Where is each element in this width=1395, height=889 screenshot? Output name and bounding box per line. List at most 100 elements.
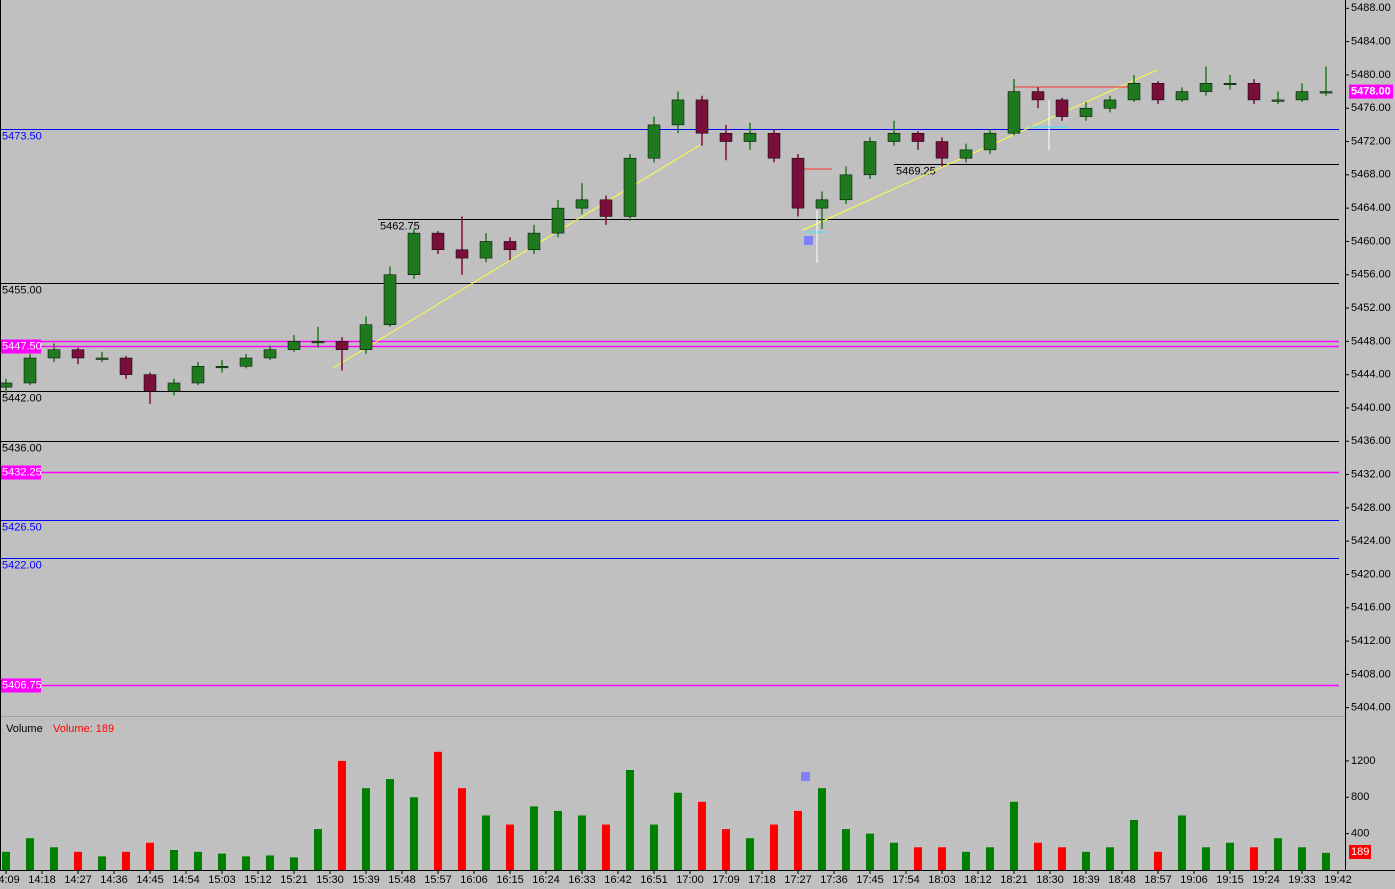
candle-body — [815, 199, 829, 209]
x-tick-label: 17:27 — [784, 874, 812, 886]
y-tick-label: 5472.00 — [1351, 135, 1391, 147]
candle-body — [551, 207, 565, 234]
x-tick-label: 15:48 — [388, 874, 416, 886]
candle-body — [647, 124, 661, 159]
level-tag — [1, 465, 41, 480]
x-tick-label: 15:39 — [352, 874, 380, 886]
candle-body — [527, 232, 541, 251]
price-tag-label: 5478.00 — [1351, 85, 1391, 97]
volume-bar — [1106, 847, 1114, 870]
level-label: 5455.00 — [2, 284, 42, 296]
y-tick-label: 5448.00 — [1351, 335, 1391, 347]
volume-bar — [194, 851, 202, 870]
candle-body — [23, 357, 37, 384]
level-label: 5473.50 — [2, 130, 42, 142]
volume-bar — [698, 801, 706, 870]
volume-bar — [26, 838, 34, 870]
y-tick-label: 5460.00 — [1351, 235, 1391, 247]
x-tick-label: 15:57 — [424, 874, 452, 886]
volume-bar — [50, 847, 58, 870]
volume-bar — [770, 824, 778, 870]
candle-body — [887, 132, 901, 142]
y-tick-label: 5488.00 — [1351, 2, 1391, 14]
candle-body — [935, 141, 949, 159]
candle-body — [1319, 91, 1333, 94]
volume-bar — [866, 833, 874, 870]
candle-body — [1055, 99, 1069, 117]
candle-body — [359, 324, 373, 350]
candle-body — [407, 232, 421, 275]
y-tick-label: 5424.00 — [1351, 535, 1391, 547]
volume-bar — [98, 856, 106, 870]
y-tick-label: 5440.00 — [1351, 402, 1391, 414]
x-tick-label: 18:39 — [1072, 874, 1100, 886]
candle-body — [215, 366, 229, 369]
candle-body — [71, 349, 85, 359]
volume-bar — [242, 856, 250, 870]
candle-body — [863, 141, 877, 176]
volume-bar — [578, 815, 586, 870]
volume-bar — [1034, 842, 1042, 870]
volume-tag — [1349, 845, 1371, 859]
volume-bar — [74, 851, 82, 870]
x-tick-label: 14:09 — [0, 874, 20, 886]
volume-legend: Volume: 189 — [53, 723, 114, 735]
candle-body — [1031, 91, 1045, 101]
candle-body — [719, 132, 733, 142]
volume-bar — [986, 847, 994, 870]
volume-bar — [482, 815, 490, 870]
marker — [804, 236, 813, 245]
candle-body — [167, 382, 181, 392]
candle-body — [503, 241, 517, 251]
x-tick-label: 16:33 — [568, 874, 596, 886]
level-label: 5462.75 — [380, 220, 420, 232]
x-tick-label: 16:24 — [532, 874, 560, 886]
y-tick-label: 5444.00 — [1351, 369, 1391, 381]
candle-body — [143, 374, 157, 392]
volume-bar — [794, 810, 802, 870]
y-tick-label: 5468.00 — [1351, 169, 1391, 181]
volume-bar — [1226, 842, 1234, 870]
x-tick-label: 19:06 — [1180, 874, 1208, 886]
candle-body — [311, 341, 325, 344]
volume-bar — [1130, 820, 1138, 870]
y-tick-label: 1200 — [1351, 755, 1375, 767]
volume-bar — [962, 851, 970, 870]
y-tick-label: 5456.00 — [1351, 269, 1391, 281]
candle-body — [191, 366, 205, 384]
volume-bar — [938, 847, 946, 870]
x-tick-label: 16:15 — [496, 874, 524, 886]
x-tick-label: 18:57 — [1144, 874, 1172, 886]
x-tick-label: 18:48 — [1108, 874, 1136, 886]
candle-body — [1199, 83, 1213, 92]
candle-body — [0, 382, 13, 388]
level-label: 5406.75 — [2, 679, 42, 691]
x-tick-label: 15:12 — [244, 874, 272, 886]
volume-bar — [506, 824, 514, 870]
y-tick-label: 5484.00 — [1351, 36, 1391, 48]
x-tick-label: 17:09 — [712, 874, 740, 886]
level-label: 5436.00 — [2, 442, 42, 454]
y-tick-label: 5428.00 — [1351, 502, 1391, 514]
candle-body — [455, 249, 469, 259]
candle-body — [263, 349, 277, 359]
volume-bar — [842, 829, 850, 870]
volume-bar — [746, 838, 754, 870]
marker — [801, 772, 810, 781]
level-label: 5422.00 — [2, 559, 42, 571]
volume-bar — [1082, 851, 1090, 870]
volume-bar — [602, 824, 610, 870]
y-tick-label: 800 — [1351, 791, 1369, 803]
x-tick-label: 15:03 — [208, 874, 236, 886]
candle-body — [479, 241, 493, 259]
volume-bar — [434, 751, 442, 870]
candle-body — [335, 341, 349, 350]
candle-body — [1127, 83, 1141, 101]
level-label: 5432.25 — [2, 466, 42, 478]
candle-body — [767, 132, 781, 159]
volume-bar — [818, 788, 826, 870]
x-tick-label: 17:00 — [676, 874, 704, 886]
volume-bar — [410, 797, 418, 870]
candle-body — [791, 157, 805, 209]
y-tick-label: 5464.00 — [1351, 202, 1391, 214]
